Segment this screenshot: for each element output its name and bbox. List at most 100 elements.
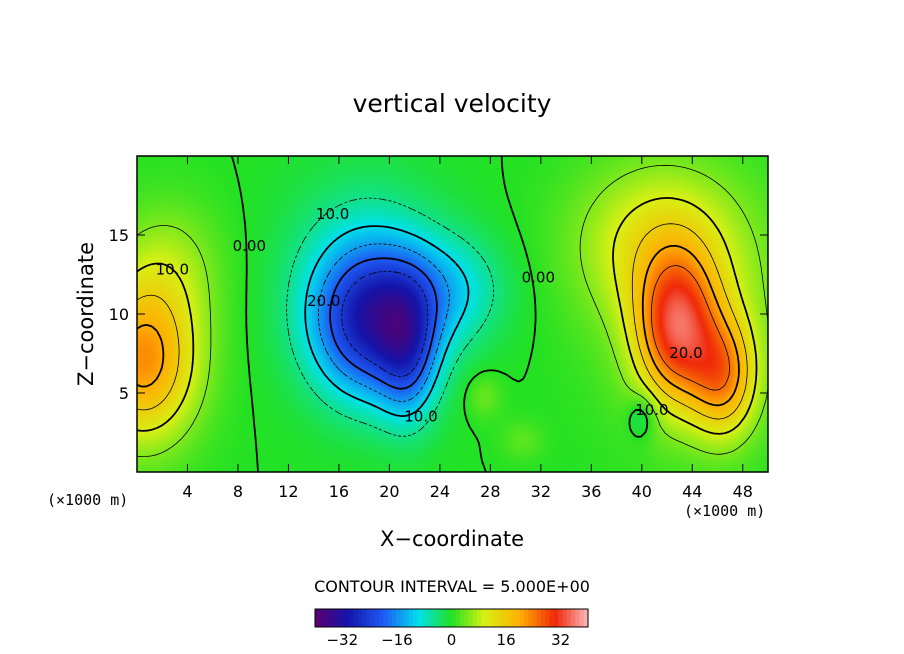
x-tick-label: 4 <box>182 482 192 501</box>
contour-line-5 <box>137 164 768 457</box>
colorbar <box>315 609 589 627</box>
y-tick-label: 10 <box>109 305 129 324</box>
contour-label: 10.0 <box>316 205 349 223</box>
colorbar-swatch <box>400 609 406 627</box>
colorbar-swatch <box>404 609 410 627</box>
colorbar-frame <box>314 608 589 628</box>
contour-line-neg10 <box>304 225 470 417</box>
colorbar-swatch <box>489 609 495 627</box>
contour-lines <box>137 156 768 472</box>
colorbar-swatch <box>498 609 504 627</box>
contour-line-15 <box>137 223 748 420</box>
colorbar-swatch <box>340 609 346 627</box>
colorbar-swatch <box>319 609 325 627</box>
colorbar-swatch <box>575 609 581 627</box>
contour-label: 20.0 <box>307 292 340 310</box>
colorbar-tick-label: −32 <box>326 631 358 649</box>
colorbar-swatch <box>430 609 436 627</box>
colorbar-swatch <box>494 609 500 627</box>
colorbar-swatch <box>451 609 457 627</box>
heatmap-field: 10.0 0.00 10.0 20.0 10.0 0.00 20.0 10.0 <box>137 156 768 472</box>
colorbar-swatch <box>357 609 363 627</box>
colorbar-swatch <box>541 609 546 627</box>
x-tick-label: 48 <box>733 482 753 501</box>
colorbar-tick-label: 0 <box>447 631 457 649</box>
x-tick-label: 40 <box>632 482 652 501</box>
x-axis-ticks: 4 8 12 16 20 24 28 32 36 40 44 48 <box>182 156 753 501</box>
colorbar-swatch <box>536 609 542 627</box>
colorbar-tick-label: −16 <box>381 631 413 649</box>
colorbar-swatch <box>481 609 487 627</box>
colorbar-tick-label: 32 <box>551 631 570 649</box>
colorbar-swatch <box>506 609 512 627</box>
contour-line-25 <box>650 265 730 391</box>
x-tick-label: 8 <box>233 482 243 501</box>
colorbar-swatch <box>378 609 384 627</box>
colorbar-swatch <box>336 609 342 627</box>
contour-line-neg5 <box>286 197 495 437</box>
y-axis-unit-label: (×1000 m) <box>684 502 765 520</box>
colorbar-swatch <box>323 609 329 627</box>
colorbar-swatch <box>315 609 320 627</box>
colorbar-swatch <box>545 609 551 627</box>
y-axis-label: Z−coordinate <box>74 242 98 386</box>
colorbar-swatch <box>515 609 521 627</box>
colorbar-swatch <box>344 609 350 627</box>
colorbar-swatch <box>361 609 367 627</box>
colorbar-swatch <box>332 609 337 627</box>
contour-label: 20.0 <box>669 344 702 362</box>
colorbar-swatch <box>528 609 534 627</box>
colorbar-swatch <box>460 609 465 627</box>
x-tick-label: 20 <box>379 482 399 501</box>
colorbar-swatch <box>468 609 474 627</box>
x-tick-label: 44 <box>682 482 702 501</box>
x-tick-label: 36 <box>581 482 601 501</box>
contour-line-neg25 <box>341 271 429 377</box>
colorbar-ticks: −32 −16 0 16 32 <box>326 631 570 649</box>
contour-line-neg15 <box>318 243 450 402</box>
chart-title: vertical velocity <box>353 89 552 118</box>
colorbar-swatch <box>553 609 559 627</box>
colorbar-swatch <box>434 609 440 627</box>
contour-label: 10.0 <box>404 407 437 425</box>
colorbar-swatch <box>408 609 414 627</box>
colorbar-swatch <box>425 609 431 627</box>
colorbar-swatch <box>417 609 423 627</box>
colorbar-swatch <box>327 609 333 627</box>
contour-label: 0.00 <box>233 237 266 255</box>
colorbar-swatch <box>579 609 585 627</box>
colorbar-swatch <box>442 609 448 627</box>
colorbar-swatch <box>366 609 372 627</box>
colorbar-swatch <box>549 609 555 627</box>
x-tick-label: 12 <box>278 482 298 501</box>
colorbar-swatch <box>566 609 572 627</box>
colorbar-swatch <box>502 609 508 627</box>
colorbar-swatch <box>353 609 359 627</box>
colorbar-swatch <box>391 609 397 627</box>
colorbar-swatch <box>524 609 529 627</box>
contour-label: 0.00 <box>522 268 555 286</box>
colorbar-swatch <box>485 609 491 627</box>
colorbar-swatch <box>370 609 376 627</box>
colorbar-tick-label: 16 <box>497 631 516 649</box>
colorbar-swatch <box>447 609 453 627</box>
x-tick-label: 32 <box>531 482 551 501</box>
contour-line-neg20 <box>329 257 438 390</box>
contour-line-0 <box>230 156 649 472</box>
y-tick-label: 5 <box>119 384 129 403</box>
colorbar-swatch <box>349 609 354 627</box>
colorbar-swatch <box>413 609 418 627</box>
colorbar-swatch <box>387 609 393 627</box>
x-axis-unit-label: (×1000 m) <box>47 491 128 509</box>
colorbar-swatch <box>583 609 589 627</box>
colorbar-swatch <box>383 609 389 627</box>
colorbar-swatch <box>532 609 538 627</box>
colorbar-swatch <box>421 609 427 627</box>
colorbar-swatch <box>519 609 525 627</box>
colorbar-swatch <box>455 609 461 627</box>
colorbar-swatch <box>511 609 517 627</box>
x-tick-label: 28 <box>480 482 500 501</box>
contour-line-20 <box>137 244 740 407</box>
contour-line-10 <box>137 197 758 435</box>
